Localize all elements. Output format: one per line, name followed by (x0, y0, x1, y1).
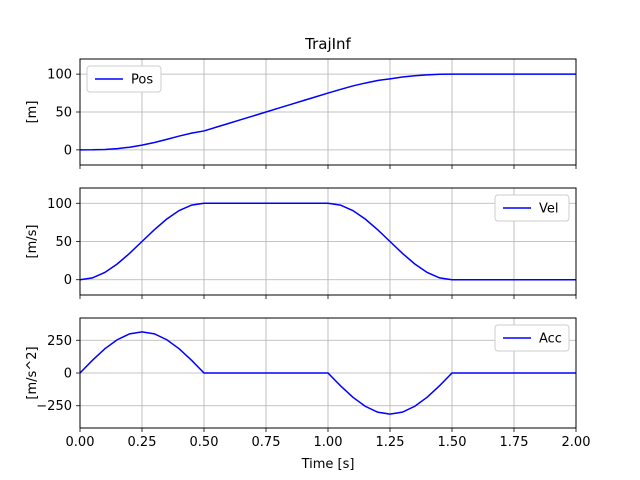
y-tick-label: 50 (55, 235, 72, 250)
y-tick-label: −250 (36, 399, 72, 414)
y-tick-label: 0 (64, 367, 72, 382)
series-line-vel (79, 202, 576, 281)
x-tick-label: 1.75 (500, 435, 529, 450)
x-tick-label: 0.00 (66, 435, 95, 450)
y-tick-label: 100 (47, 68, 72, 83)
subplot-3: 0.00 0.25 0.50 0.75 1.00 1.25 1.50 1.75 2.00 −250… (25, 317, 591, 450)
y-axis-label: [m/s] (25, 225, 40, 259)
x-tick-label: 0.75 (252, 435, 281, 450)
x-tick-label: 0.50 (190, 435, 219, 450)
legend-label: Acc (539, 332, 562, 347)
y-tick-label: 0 (64, 143, 72, 158)
x-tick-label: 1.25 (376, 435, 405, 450)
legend-box (86, 65, 162, 93)
x-tick-label: 2.00 (562, 435, 591, 450)
legend-label: Pos (131, 73, 153, 88)
y-tick-label: 0 (64, 273, 72, 288)
y-tick-label: 100 (47, 197, 72, 212)
x-tick-label: 0.25 (128, 435, 157, 450)
y-axis-label: [m/s^2] (25, 346, 40, 399)
y-axis-label: [m] (25, 101, 40, 124)
legend-box (494, 194, 570, 222)
legend: Pos (86, 65, 162, 93)
x-tick-label: 1.50 (438, 435, 467, 450)
chart-title: TrajInf (304, 35, 351, 53)
x-axis-label: Time [s] (301, 457, 355, 472)
legend: Vel (494, 194, 570, 222)
y-tick-label: 250 (47, 334, 72, 349)
subplot-1: 0 50 100 [m] Pos (25, 58, 577, 169)
y-tick-label: 50 (55, 106, 72, 121)
series-line-acc (79, 331, 576, 415)
legend: Acc (494, 324, 570, 352)
legend-label: Vel (539, 202, 559, 217)
series-line-pos (79, 73, 576, 151)
x-tick-label: 1.00 (314, 435, 343, 450)
subplot-2: 0 50 100 [m/s] Vel (25, 187, 577, 299)
legend-box (494, 324, 570, 352)
